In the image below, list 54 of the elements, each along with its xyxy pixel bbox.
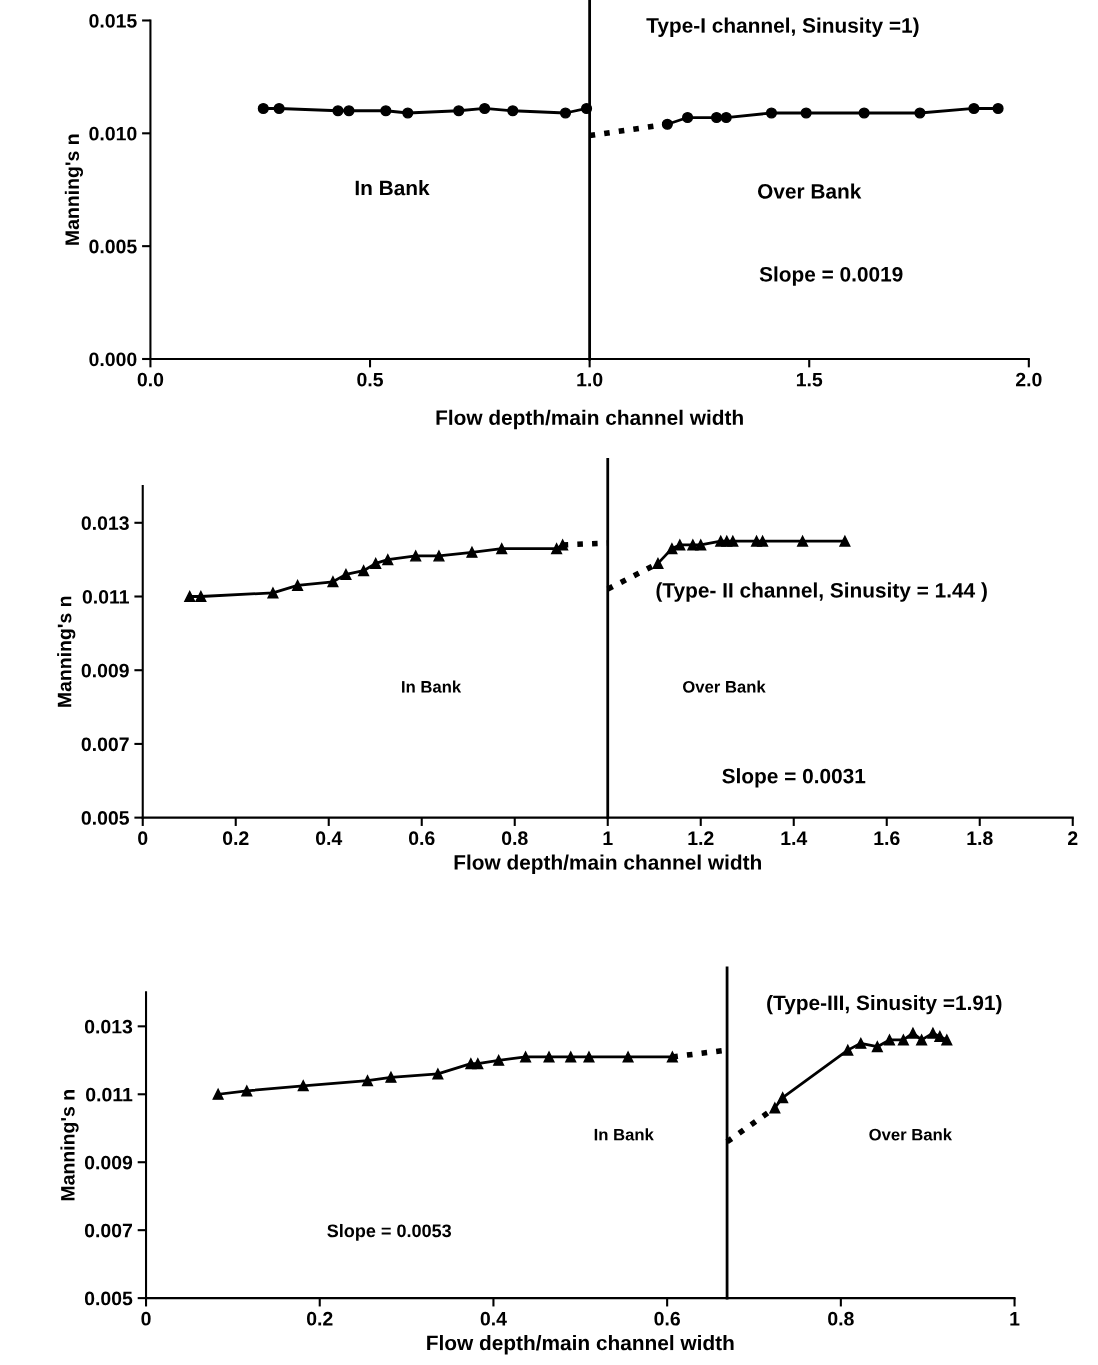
x-tick-label: 0.8 <box>502 831 528 846</box>
x-tick-label: 0.0 <box>137 372 164 387</box>
annotation: Over Bank <box>869 1128 953 1141</box>
x-tick-label: 0.6 <box>409 831 435 846</box>
y-tick-label: 0.013 <box>81 516 129 531</box>
annotation: Over Bank <box>682 680 766 693</box>
x-tick-label: 1.6 <box>874 831 900 846</box>
x-tick-label: 0 <box>141 1311 151 1326</box>
x-tick-label: 0.2 <box>306 1311 333 1326</box>
y-tick-label: 0.007 <box>81 737 129 752</box>
x-tick-label: 1 <box>603 831 613 845</box>
y-tick-label: 0.005 <box>81 811 130 825</box>
text: (Type- II channel, Sinusity = 1.44 ) <box>656 582 987 602</box>
annotation: In Bank <box>594 1128 654 1141</box>
y-tick-label: 0.005 <box>89 239 137 254</box>
y-axis-title: Manning's n <box>64 134 84 245</box>
y-tick-label: 0.007 <box>84 1223 132 1238</box>
y-tick-label: 0.000 <box>89 352 137 367</box>
y-tick-label: 0.011 <box>86 1087 133 1102</box>
x-tick-label: 0.6 <box>654 1311 680 1326</box>
x-tick-label: 1.0 <box>577 372 603 387</box>
x-tick-label: 0 <box>138 831 148 846</box>
y-tick-label: 0.010 <box>89 126 137 141</box>
annotation: Slope = 0.0031 <box>722 768 866 788</box>
y-tick-label: 0.009 <box>84 1155 133 1170</box>
x-axis-title: Flow depth/main channel width <box>454 854 761 874</box>
x-tick-label: 0.4 <box>316 831 343 846</box>
annotation: Slope = 0.0019 <box>759 266 903 286</box>
y-axis-title: Manning's n <box>57 596 76 707</box>
annotation: Slope = 0.0053 <box>327 1223 452 1241</box>
annotation: In Bank <box>355 180 430 196</box>
y-tick-label: 0.015 <box>89 13 137 28</box>
x-tick-label: 2.0 <box>1015 372 1042 387</box>
y-tick-label: 0.013 <box>84 1019 133 1034</box>
x-tick-label: 2 <box>1068 831 1078 845</box>
chart-title: (Type-III, Sinusity =1.91) <box>767 994 1002 1015</box>
x-tick-label: 1 <box>1010 1312 1020 1326</box>
y-tick-label: 0.011 <box>82 589 130 604</box>
x-tick-label: 0.2 <box>223 831 249 846</box>
x-tick-label: 1.8 <box>967 831 993 846</box>
annotation: In Bank <box>402 680 462 693</box>
annotation: Over Bank <box>757 183 862 199</box>
y-axis-title: Manning's n <box>60 1090 79 1201</box>
x-tick-label: 1.5 <box>796 372 823 387</box>
x-tick-label: 1.2 <box>688 831 714 845</box>
y-tick-label: 0.005 <box>84 1291 133 1306</box>
x-axis-title: Flow depth/main channel width <box>427 1334 734 1355</box>
x-tick-label: 0.8 <box>828 1311 854 1326</box>
x-axis-title: Flow depth/main channel width <box>436 409 743 430</box>
chart-title: Type-I channel, Sinusity =1) <box>646 17 919 37</box>
x-tick-label: 0.4 <box>480 1311 507 1326</box>
x-tick-label: 1.4 <box>781 831 808 845</box>
y-tick-label: 0.009 <box>81 663 129 678</box>
x-tick-label: 0.5 <box>357 372 383 387</box>
